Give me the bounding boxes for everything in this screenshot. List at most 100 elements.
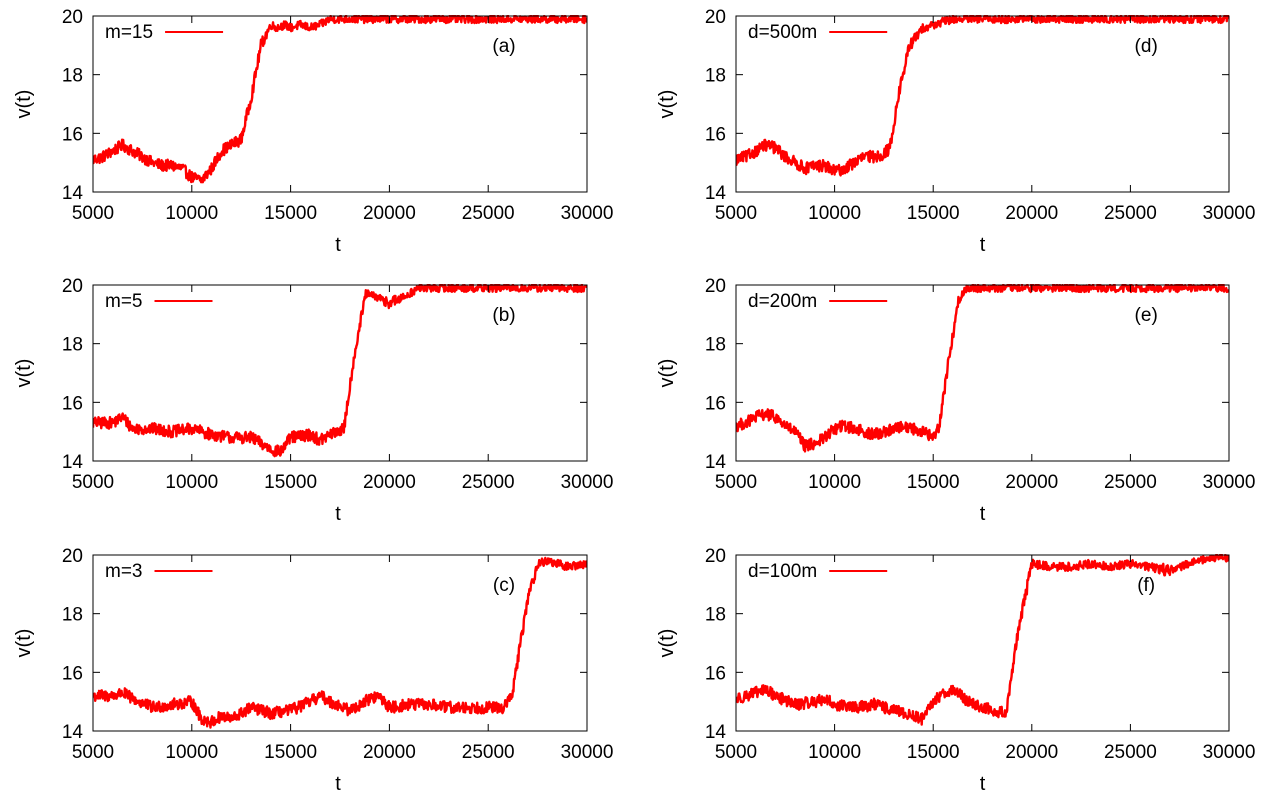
y-tick-label: 14	[705, 452, 727, 473]
panel-f: 5000 10000 15000 20000 25000 30000 14 16 18 20 t v(…	[656, 546, 1255, 795]
x-tick-label: 5000	[715, 742, 757, 763]
x-axis-label: t	[335, 773, 341, 795]
y-tick-label: 14	[62, 722, 84, 743]
panel-label: (a)	[492, 36, 515, 57]
panel-d: 5000 10000 15000 20000 25000 30000 14 16 18 20 t v(…	[656, 7, 1255, 256]
x-tick-label: 10000	[808, 472, 861, 493]
y-tick-label: 16	[62, 124, 83, 145]
series-line	[93, 556, 587, 729]
plot-frame	[735, 554, 1230, 732]
y-axis-label: v(t)	[13, 359, 35, 388]
y-tick-label: 14	[705, 722, 727, 743]
x-tick-label: 25000	[1104, 742, 1157, 763]
x-tick-label: 5000	[715, 203, 757, 224]
y-axis-label: v(t)	[13, 629, 35, 658]
x-tick-label: 20000	[1005, 472, 1058, 493]
x-tick-label: 25000	[1104, 472, 1157, 493]
panel-c: 5000 10000 15000 20000 25000 30000 14 16 18 20 t v(…	[13, 546, 613, 795]
plot-frame	[92, 284, 588, 462]
x-tick-label: 30000	[561, 742, 614, 763]
x-tick-label: 25000	[462, 203, 515, 224]
y-axis-label: v(t)	[13, 90, 35, 119]
x-tick-label: 5000	[72, 203, 114, 224]
y-tick-label: 16	[62, 393, 83, 414]
x-tick-label: 25000	[1104, 203, 1157, 224]
panel-label: (f)	[1137, 575, 1155, 596]
y-tick-label: 14	[62, 452, 84, 473]
y-tick-label: 16	[62, 663, 83, 684]
x-tick-label: 10000	[808, 203, 861, 224]
x-tick-label: 15000	[907, 203, 960, 224]
y-tick-label: 16	[705, 124, 726, 145]
panel-e: 5000 10000 15000 20000 25000 30000 14 16 18 20 t v(…	[656, 276, 1255, 525]
x-tick-label: 15000	[264, 742, 317, 763]
x-tick-label: 15000	[907, 472, 960, 493]
x-axis-label: t	[335, 503, 341, 525]
series-line	[736, 554, 1229, 726]
legend-label: m=15	[105, 22, 153, 43]
x-tick-label: 25000	[462, 472, 515, 493]
y-tick-label: 18	[705, 605, 726, 626]
y-tick-label: 14	[62, 183, 84, 204]
x-tick-label: 15000	[264, 472, 317, 493]
x-tick-label: 25000	[462, 742, 515, 763]
y-axis-label: v(t)	[656, 359, 678, 388]
legend-label: m=5	[105, 291, 143, 312]
legend-label: d=100m	[748, 561, 817, 582]
y-tick-label: 20	[62, 546, 83, 567]
x-tick-label: 30000	[561, 472, 614, 493]
x-axis-label: t	[335, 234, 341, 256]
x-tick-label: 10000	[165, 742, 218, 763]
x-tick-label: 5000	[72, 472, 114, 493]
series-line	[736, 15, 1229, 177]
x-axis-label: t	[980, 773, 986, 795]
panel-label: (b)	[492, 305, 515, 326]
y-tick-label: 20	[62, 7, 83, 28]
x-tick-label: 20000	[363, 203, 416, 224]
y-tick-label: 18	[705, 335, 726, 356]
y-axis-label: v(t)	[656, 629, 678, 658]
y-tick-label: 20	[705, 546, 726, 567]
x-tick-label: 5000	[715, 472, 757, 493]
x-axis-label: t	[980, 503, 986, 525]
y-tick-label: 16	[705, 393, 726, 414]
series-line	[93, 284, 587, 458]
legend-label: d=200m	[748, 291, 817, 312]
x-tick-label: 10000	[165, 472, 218, 493]
plot-frame	[92, 15, 588, 193]
panel-b: 5000 10000 15000 20000 25000 30000 14 16 18 20 t v(…	[13, 276, 613, 525]
series-line	[93, 15, 587, 184]
panel-label: (d)	[1135, 36, 1158, 57]
plot-frame	[735, 15, 1230, 193]
y-tick-label: 16	[705, 663, 726, 684]
x-tick-label: 20000	[363, 472, 416, 493]
x-tick-label: 30000	[1203, 472, 1256, 493]
panel-label: (e)	[1135, 305, 1158, 326]
plot-frame	[735, 284, 1230, 462]
y-tick-label: 18	[705, 66, 726, 87]
x-tick-label: 10000	[808, 742, 861, 763]
y-tick-label: 18	[62, 605, 83, 626]
x-tick-label: 30000	[1203, 203, 1256, 224]
x-tick-label: 20000	[1005, 742, 1058, 763]
x-tick-label: 20000	[363, 742, 416, 763]
x-tick-label: 10000	[165, 203, 218, 224]
x-tick-label: 15000	[264, 203, 317, 224]
y-tick-label: 20	[705, 276, 726, 297]
y-tick-label: 18	[62, 66, 83, 87]
series-line	[736, 284, 1229, 453]
legend-label: m=3	[105, 561, 143, 582]
y-axis-label: v(t)	[656, 90, 678, 119]
x-tick-label: 20000	[1005, 203, 1058, 224]
panel-label: (c)	[493, 575, 515, 596]
x-axis-label: t	[980, 234, 986, 256]
panel-a: 5000 10000 15000 20000 25000 30000 14 16 18 20 t v(…	[13, 7, 613, 256]
x-tick-label: 30000	[1203, 742, 1256, 763]
y-tick-label: 14	[705, 183, 727, 204]
x-tick-label: 5000	[72, 742, 114, 763]
legend-label: d=500m	[748, 22, 817, 43]
x-tick-label: 15000	[907, 742, 960, 763]
y-tick-label: 18	[62, 335, 83, 356]
y-tick-label: 20	[705, 7, 726, 28]
x-tick-label: 30000	[561, 203, 614, 224]
